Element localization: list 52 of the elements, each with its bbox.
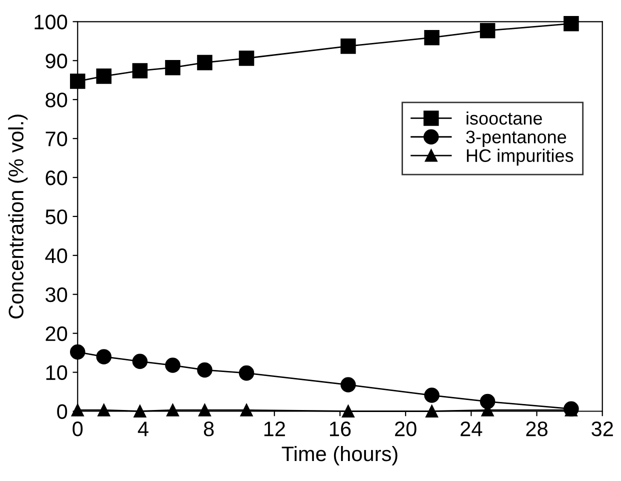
point <box>480 394 496 410</box>
point <box>165 60 180 76</box>
y-tick-label: 90 <box>46 54 68 68</box>
y-tick-label: 50 <box>46 209 68 224</box>
x-tick-label: 20 <box>395 422 416 436</box>
point <box>166 404 179 416</box>
y-tick-label: 80 <box>46 92 68 108</box>
point <box>238 365 254 381</box>
point <box>71 404 84 416</box>
point <box>96 68 112 84</box>
x-tick-label: 8 <box>204 422 214 436</box>
point <box>424 30 440 46</box>
point <box>480 22 496 38</box>
y-tick-label: 20 <box>46 326 68 342</box>
x-tick-label: 28 <box>526 422 548 436</box>
point <box>198 404 211 416</box>
point <box>96 349 112 364</box>
x-tick-label: 16 <box>330 422 351 436</box>
x-tick-label: 24 <box>460 422 482 436</box>
x-tick-label: 12 <box>264 422 285 436</box>
y-tick-label: 40 <box>45 248 68 264</box>
legend-label: isooctane <box>466 111 542 125</box>
point <box>342 405 354 418</box>
point <box>424 388 440 403</box>
point <box>240 404 253 416</box>
x-tick-label: 32 <box>592 422 613 436</box>
y-tick-label: 70 <box>46 132 68 146</box>
point <box>132 354 148 370</box>
x-axis-title: Time (hours) <box>282 446 398 466</box>
point <box>564 16 579 32</box>
point <box>70 344 86 360</box>
legend-label: 3-pentanone <box>466 130 566 147</box>
point <box>132 63 148 78</box>
point <box>238 50 254 66</box>
point <box>340 38 356 54</box>
y-axis-title: Concentration (% vol.) <box>8 114 28 318</box>
point <box>134 405 146 418</box>
point <box>340 377 356 392</box>
point <box>197 54 212 70</box>
point <box>70 74 86 89</box>
legend-label: HC impurities <box>466 148 574 166</box>
y-tick-label: 30 <box>46 287 68 302</box>
point <box>165 358 180 373</box>
point <box>426 405 438 418</box>
y-tick-label: 100 <box>34 14 68 30</box>
y-tick-label: 0 <box>57 404 68 420</box>
point <box>98 404 110 416</box>
x-tick-label: 4 <box>138 422 148 436</box>
y-tick-label: 60 <box>46 170 68 186</box>
x-tick-label: 0 <box>72 422 83 436</box>
y-tick-label: 10 <box>46 365 68 380</box>
point <box>197 362 212 378</box>
